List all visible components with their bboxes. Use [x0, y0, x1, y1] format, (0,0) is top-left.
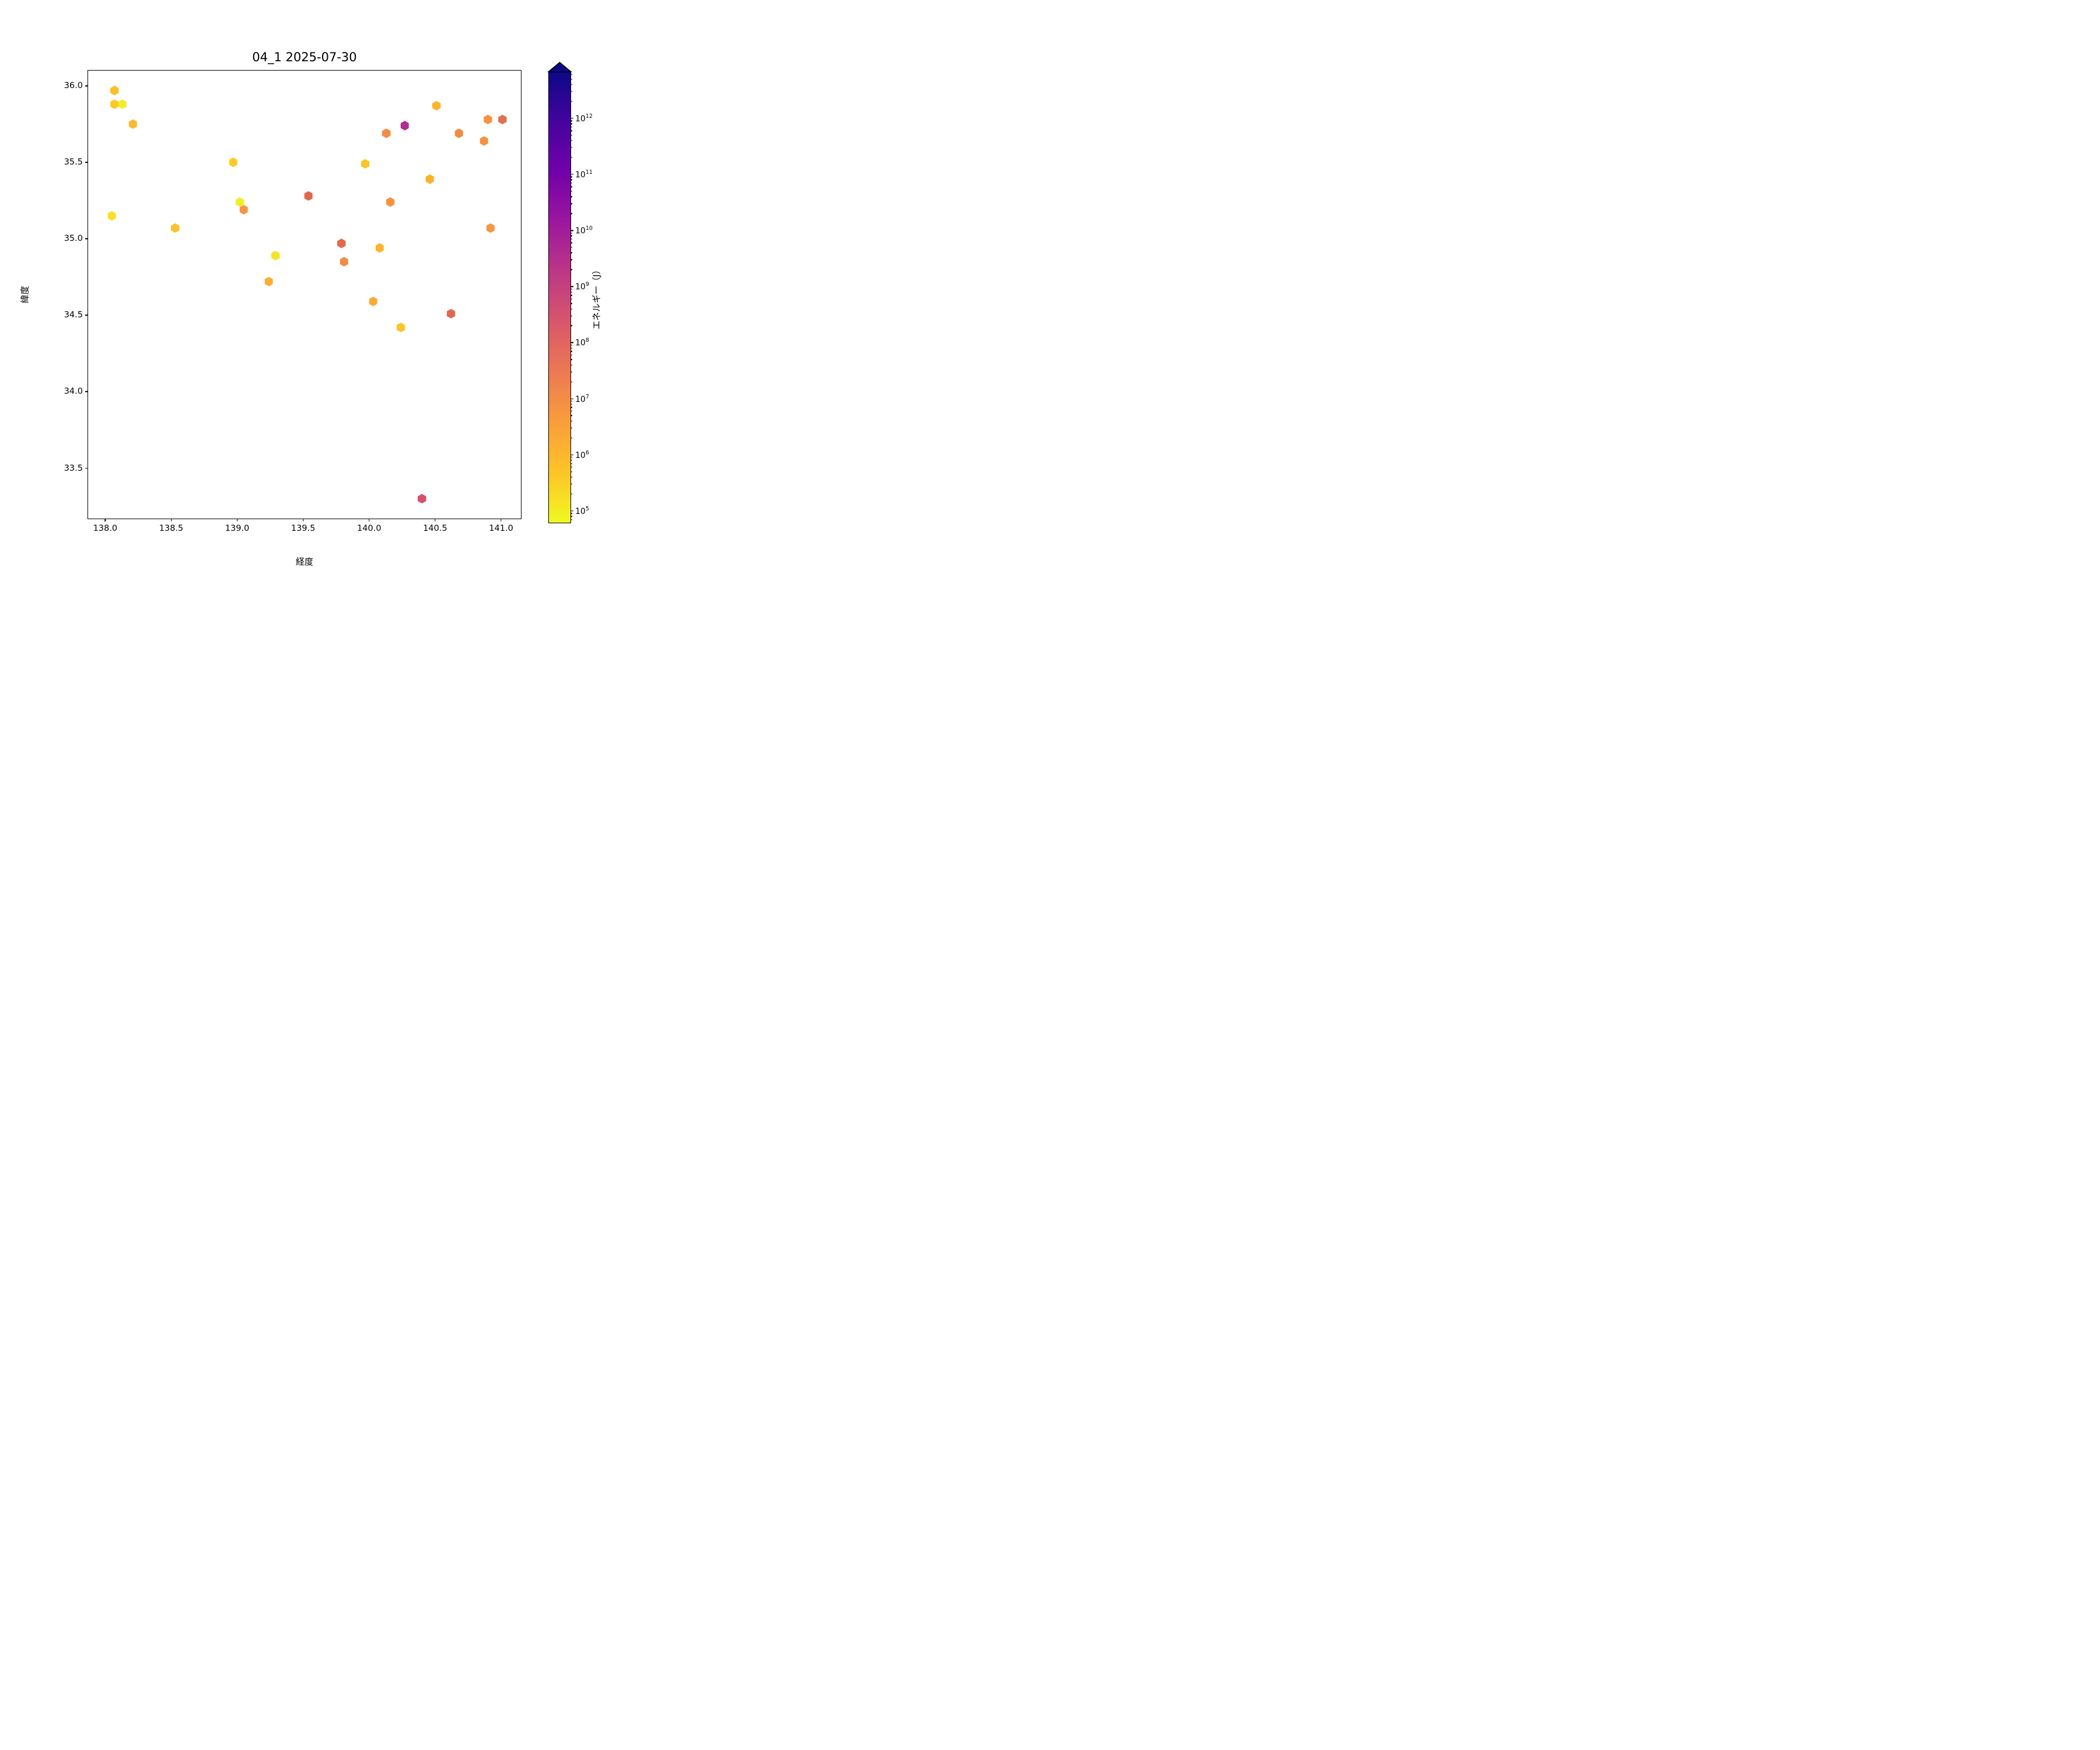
colorbar-major-tick	[570, 286, 573, 287]
data-point-hexagon	[235, 197, 244, 207]
colorbar-minor-tick	[570, 519, 572, 520]
colorbar-minor-tick	[570, 74, 572, 75]
colorbar-label: エネルギー（J）	[591, 265, 602, 330]
colorbar-tick-label: 109	[575, 281, 589, 292]
data-point-hexagon	[271, 250, 280, 261]
x-tick-label: 138.0	[93, 524, 118, 533]
y-tick-mark	[85, 314, 88, 316]
colorbar-minor-tick	[570, 415, 572, 416]
data-point-hexagon	[107, 211, 116, 221]
x-tick-label: 140.0	[357, 524, 382, 533]
x-tick-label: 139.0	[225, 524, 250, 533]
y-tick-label: 34.5	[64, 310, 83, 320]
colorbar-major-tick	[570, 342, 573, 344]
data-point-hexagon	[375, 243, 384, 253]
colorbar-tick-label: 1010	[575, 225, 593, 236]
data-point-hexagon	[239, 205, 249, 215]
colorbar: 1012 1011 1010 109 108 107 106 105	[548, 72, 593, 523]
data-point-hexagon	[264, 276, 274, 286]
colorbar-tick-label: 107	[575, 393, 589, 404]
x-tick-mark	[104, 519, 106, 522]
data-point-hexagon	[386, 197, 395, 207]
x-tick-label: 138.5	[159, 524, 184, 533]
y-tick-label: 36.0	[64, 81, 83, 91]
data-point-hexagon	[400, 121, 410, 131]
x-tick-label: 141.0	[489, 524, 513, 533]
data-point-hexagon	[229, 158, 238, 167]
colorbar-minor-tick	[570, 471, 572, 473]
data-point-hexagon	[498, 114, 507, 125]
colorbar-minor-tick	[570, 157, 572, 158]
data-point-hexagon	[486, 223, 495, 233]
data-point-hexagon	[128, 119, 138, 129]
colorbar-tick-label: 105	[575, 505, 589, 516]
chart-title: 04_1 2025-07-30	[252, 50, 357, 64]
colorbar-tick-label: 1011	[575, 169, 593, 180]
colorbar-minor-tick	[570, 213, 572, 214]
colorbar-minor-tick	[570, 463, 572, 464]
data-point-hexagon	[110, 99, 119, 109]
y-tick-mark	[85, 391, 88, 393]
data-point-hexagon	[446, 309, 456, 318]
x-tick-label: 139.5	[290, 524, 316, 533]
data-point-hexagon	[382, 128, 391, 138]
colorbar-minor-tick	[570, 84, 572, 85]
figure: 04_1 2025-07-30 138.0 138.5 139.0 139.5 140.…	[0, 0, 700, 583]
data-point-hexagon	[171, 223, 180, 233]
colorbar-minor-tick	[570, 130, 572, 131]
x-tick-label: 140.5	[423, 524, 447, 533]
data-point-hexagon	[360, 159, 370, 169]
data-point-hexagon	[418, 494, 426, 504]
colorbar-minor-tick	[570, 359, 572, 360]
colorbar-major-tick	[570, 398, 573, 400]
colorbar-extend-arrow-icon	[548, 62, 572, 72]
data-point-hexagon	[118, 99, 127, 109]
x-axis-label: 経度	[295, 556, 313, 567]
data-point-hexagon	[454, 128, 463, 138]
data-point-hexagon	[340, 257, 349, 267]
data-point-hexagon	[480, 136, 488, 146]
colorbar-minor-tick	[570, 351, 572, 352]
y-tick-label: 35.0	[64, 234, 83, 244]
colorbar-minor-tick	[570, 101, 572, 102]
colorbar-tick-label: 1012	[575, 113, 593, 124]
data-point-hexagon	[396, 323, 405, 332]
y-tick-label: 34.0	[64, 387, 83, 397]
data-point-hexagon	[110, 85, 119, 96]
y-axis-label: 緯度	[19, 285, 30, 304]
colorbar-tick-label: 108	[575, 337, 589, 348]
y-tick-label: 35.5	[64, 158, 83, 167]
data-point-hexagon	[369, 296, 377, 307]
data-point-hexagon	[304, 191, 313, 201]
colorbar-minor-tick	[570, 147, 572, 148]
plot-area: 138.0 138.5 139.0 139.5 140.0 140.5 141.0 36.0 3…	[64, 70, 522, 533]
colorbar-minor-tick	[570, 123, 572, 124]
data-point-hexagon	[425, 174, 435, 184]
data-point-hexagon	[432, 101, 441, 111]
colorbar-minor-tick	[570, 91, 572, 92]
data-point-hexagon	[484, 114, 492, 125]
y-tick-mark	[85, 162, 88, 163]
colorbar-minor-tick	[570, 513, 572, 514]
colorbar-major-tick	[570, 454, 573, 456]
colorbar-tick-label: 106	[575, 449, 589, 460]
colorbar-major-tick	[570, 510, 573, 512]
data-point-hexagon	[337, 238, 346, 249]
colorbar-minor-tick	[570, 140, 572, 141]
colorbar-minor-tick	[570, 407, 572, 408]
x-tick-mark	[170, 519, 172, 522]
y-tick-label: 33.5	[64, 463, 83, 473]
